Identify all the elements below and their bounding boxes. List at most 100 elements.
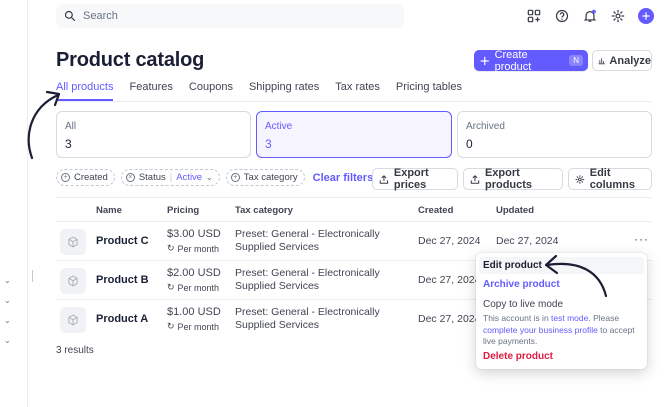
filter-chip-label: Tax category [243, 172, 298, 183]
search-input[interactable] [83, 10, 383, 22]
column-header-name[interactable]: Name [96, 205, 122, 216]
search-bar[interactable] [56, 4, 404, 28]
tax-category-line: Preset: General - Electronically [235, 228, 380, 240]
filter-card-archived[interactable]: Archived 0 [457, 111, 652, 158]
plus-icon [642, 12, 650, 20]
chevron-down-icon[interactable]: ⌄ [4, 336, 11, 345]
help-icon[interactable] [554, 8, 570, 24]
filter-bar: + Created × Status | Active ⌄ + Tax cate… [56, 169, 373, 186]
export-icon [379, 174, 389, 184]
filter-chip-tax-category[interactable]: + Tax category [225, 169, 305, 186]
clear-filters-link[interactable]: Clear filters [312, 171, 374, 184]
card-count: 3 [265, 137, 272, 151]
description-text: This account is in [483, 313, 552, 323]
recurring-icon: ↻ [167, 282, 175, 292]
table-row[interactable]: Product B $2.00 USD ↻ Per month Preset: G… [56, 261, 652, 300]
create-product-button[interactable]: Create product N [474, 48, 588, 73]
filter-chip-label: Created [74, 172, 108, 183]
filter-chip-label: Status [138, 172, 166, 183]
chevron-down-icon[interactable]: ⌄ [4, 276, 11, 285]
divider [56, 260, 652, 261]
left-sidebar: ⌄ ⌄ ⌄ ⌄ [0, 0, 28, 407]
box-icon [68, 314, 78, 326]
product-image-placeholder [60, 307, 86, 333]
table-row[interactable]: Product A $1.00 USD ↻ Per month Preset: G… [56, 300, 652, 339]
tax-category-line: Preset: General - Electronically [235, 267, 380, 279]
box-icon [68, 236, 78, 248]
product-name[interactable]: Product B [96, 274, 149, 286]
created-date: Dec 27, 2024 [418, 235, 481, 247]
tab-shipping-rates[interactable]: Shipping rates [248, 81, 320, 93]
edit-columns-label: Edit columns [589, 167, 635, 191]
tab-pricing-tables[interactable]: Pricing tables [395, 81, 462, 93]
tab-tax-rates[interactable]: Tax rates [335, 81, 380, 93]
divider [56, 197, 652, 198]
created-date: Dec 27, 2024 [418, 313, 481, 325]
card-label: Archived [466, 121, 505, 132]
bar-chart-icon [598, 57, 605, 64]
menu-item-description: This account is in test mode. Please com… [483, 313, 643, 348]
card-count: 0 [466, 137, 473, 151]
analyze-button[interactable]: Analyze [592, 50, 652, 71]
table-row[interactable]: Product C $3.00 USD ↻ Per month Preset: G… [56, 222, 652, 261]
column-header-created[interactable]: Created [418, 205, 454, 216]
apps-icon[interactable] [526, 8, 542, 24]
product-price: $2.00 USD [167, 267, 221, 279]
export-products-button[interactable]: Export products [463, 167, 563, 191]
column-header-tax-category[interactable]: Tax category [235, 205, 293, 216]
test-mode-link[interactable]: test mode [551, 313, 589, 323]
product-image-placeholder [60, 229, 86, 255]
billing-period: ↻ Per month [167, 321, 219, 332]
annotation-arrow [544, 254, 608, 298]
divider [56, 299, 652, 300]
tax-category-line: Supplied Services [235, 241, 320, 253]
row-overflow-menu-icon[interactable]: ··· [634, 232, 649, 246]
column-header-pricing[interactable]: Pricing [167, 205, 200, 216]
complete-business-profile-link[interactable]: complete your business profile [483, 324, 598, 335]
billing-period: ↻ Per month [167, 282, 219, 293]
tab-bar: All products Features Coupons Shipping r… [56, 81, 478, 101]
page-title: Product catalog [56, 49, 205, 71]
billing-period: ↻ Per month [167, 243, 219, 254]
chevron-down-icon[interactable]: ⌄ [4, 316, 11, 325]
create-product-label: Create product [494, 48, 532, 73]
create-new-button[interactable] [638, 8, 654, 24]
product-name[interactable]: Product A [96, 313, 149, 325]
menu-item-edit-product[interactable]: Edit product [483, 260, 542, 271]
tax-category-line: Supplied Services [235, 319, 320, 331]
tax-category: Preset: General - Electronically Supplied… [235, 306, 385, 332]
menu-item-copy-to-live-mode[interactable]: Copy to live mode [483, 299, 564, 310]
chevron-down-icon[interactable]: ⌄ [4, 296, 11, 305]
divider [56, 221, 652, 222]
menu-item-archive-product[interactable]: Archive product [483, 279, 560, 290]
add-filter-icon: + [230, 173, 240, 182]
divider: | [169, 172, 173, 183]
tab-all-products[interactable]: All products [56, 81, 114, 101]
column-header-updated[interactable]: Updated [496, 205, 534, 216]
notifications-bell-icon[interactable] [582, 8, 598, 24]
tab-coupons[interactable]: Coupons [188, 81, 233, 93]
divider [56, 101, 652, 102]
tab-features[interactable]: Features [129, 81, 173, 93]
export-prices-label: Export prices [393, 167, 429, 191]
edit-columns-button[interactable]: Edit columns [568, 167, 652, 191]
export-prices-button[interactable]: Export prices [372, 167, 458, 191]
settings-gear-icon[interactable] [610, 8, 626, 24]
filter-card-all[interactable]: All 3 [56, 111, 251, 158]
sidebar-resize-handle[interactable] [32, 270, 33, 282]
keyboard-shortcut-badge: N [569, 55, 583, 66]
description-text: to accept live payments. [483, 324, 635, 347]
settings-gear-icon [575, 174, 585, 184]
filter-card-active[interactable]: Active 3 [256, 111, 452, 158]
filter-chip-status[interactable]: × Status | Active ⌄ [120, 169, 220, 186]
created-date: Dec 27, 2024 [418, 274, 481, 286]
product-name[interactable]: Product C [96, 235, 149, 247]
tax-category-line: Supplied Services [235, 280, 320, 292]
remove-filter-icon[interactable]: × [125, 173, 135, 182]
filter-chip-created[interactable]: + Created [56, 169, 115, 186]
card-label: All [65, 121, 77, 132]
analyze-label: Analyze [609, 54, 651, 67]
menu-item-delete-product[interactable]: Delete product [483, 351, 554, 362]
annotation-arrow [27, 90, 61, 160]
card-count: 3 [65, 137, 72, 151]
